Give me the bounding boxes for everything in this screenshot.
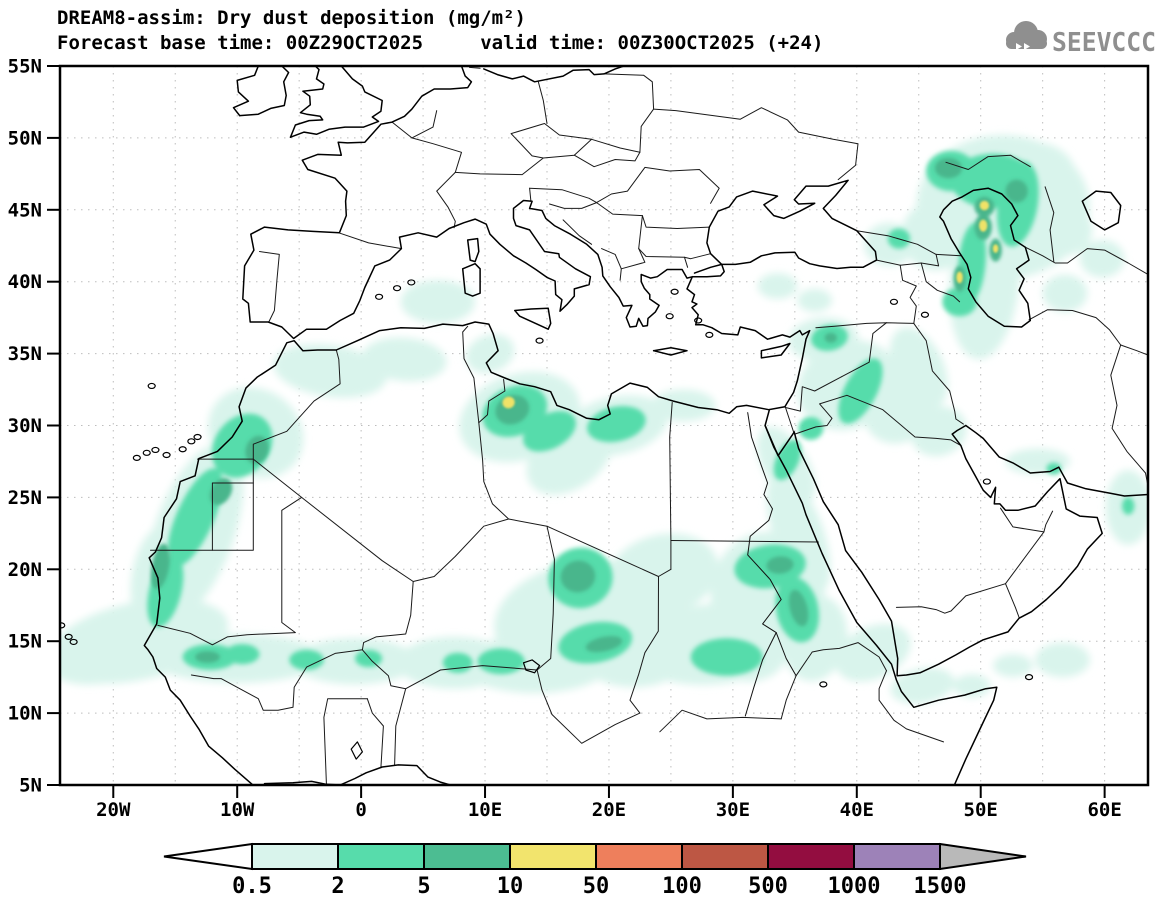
dust-level-3 bbox=[150, 158, 1028, 663]
plot-title: DREAM8-assim: Dry dust deposition (mg/m²… bbox=[57, 7, 526, 29]
lon-tick-label: 10E bbox=[468, 799, 502, 821]
colorbar-segment bbox=[681, 843, 769, 870]
colorbar-label: 5 bbox=[417, 874, 430, 899]
lat-tick-label: 25N bbox=[8, 487, 42, 509]
lat-tick-label: 45N bbox=[8, 199, 42, 221]
lon-tick-label: 20W bbox=[96, 799, 131, 821]
colorbar-label: 0.5 bbox=[232, 874, 272, 899]
lat-tick-label: 50N bbox=[8, 127, 42, 149]
colorbar-label: 100 bbox=[662, 874, 702, 899]
axes: 55N 50N 45N 40N 35N 30N 25N 20N 15N 10N 5N 20W 10W 0 1… bbox=[8, 56, 1122, 822]
lat-tick-label: 20N bbox=[8, 559, 42, 581]
lon-tick-label: 0 bbox=[355, 799, 366, 821]
colorbar-over-arrow bbox=[939, 842, 1027, 871]
lon-tick-label: 30E bbox=[716, 799, 750, 821]
colorbar-label: 500 bbox=[748, 874, 788, 899]
colorbar-segment bbox=[595, 843, 683, 870]
plot-subtitle: Forecast base time: 00Z29OCT2025 valid t… bbox=[57, 32, 824, 54]
lon-tick-label: 60E bbox=[1087, 799, 1121, 821]
colorbar-label: 10 bbox=[497, 874, 524, 899]
lat-tick-label: 30N bbox=[8, 415, 42, 437]
colorbar: 0.5 2 5 10 50 100 500 1000 1500 bbox=[163, 842, 1027, 899]
coastlines-and-borders bbox=[60, 66, 1148, 785]
colorbar-segment bbox=[251, 843, 339, 870]
lat-tick-label: 35N bbox=[8, 343, 42, 365]
lon-tick-label: 50E bbox=[964, 799, 998, 821]
lon-tick-label: 20E bbox=[592, 799, 626, 821]
colorbar-label: 50 bbox=[583, 874, 610, 899]
lon-tick-label: 40E bbox=[840, 799, 874, 821]
colorbar-segment bbox=[337, 843, 425, 870]
cloud-icon bbox=[1006, 21, 1047, 50]
lat-tick-label: 10N bbox=[8, 703, 42, 725]
lon-tick-label: 10W bbox=[220, 799, 255, 821]
colorbar-segment bbox=[767, 843, 855, 870]
dust-deposition-layers bbox=[60, 135, 1148, 704]
colorbar-label: 1000 bbox=[828, 874, 881, 899]
colorbar-label: 2 bbox=[331, 874, 344, 899]
colorbar-segment bbox=[509, 843, 597, 870]
colorbar-under-arrow bbox=[163, 842, 253, 871]
lat-tick-label: 15N bbox=[8, 631, 42, 653]
lat-tick-label: 5N bbox=[19, 775, 42, 797]
plot-header: DREAM8-assim: Dry dust deposition (mg/m²… bbox=[57, 6, 823, 56]
colorbar-segment bbox=[853, 843, 941, 870]
seevccc-logo: SEEVCCC bbox=[1006, 21, 1156, 58]
colorbar-label: 1500 bbox=[914, 874, 967, 899]
lat-tick-label: 40N bbox=[8, 271, 42, 293]
logo-text: SEEVCCC bbox=[1052, 28, 1156, 58]
colorbar-segment bbox=[423, 843, 511, 870]
lat-tick-label: 55N bbox=[8, 56, 42, 78]
dust-level-4 bbox=[502, 200, 999, 409]
